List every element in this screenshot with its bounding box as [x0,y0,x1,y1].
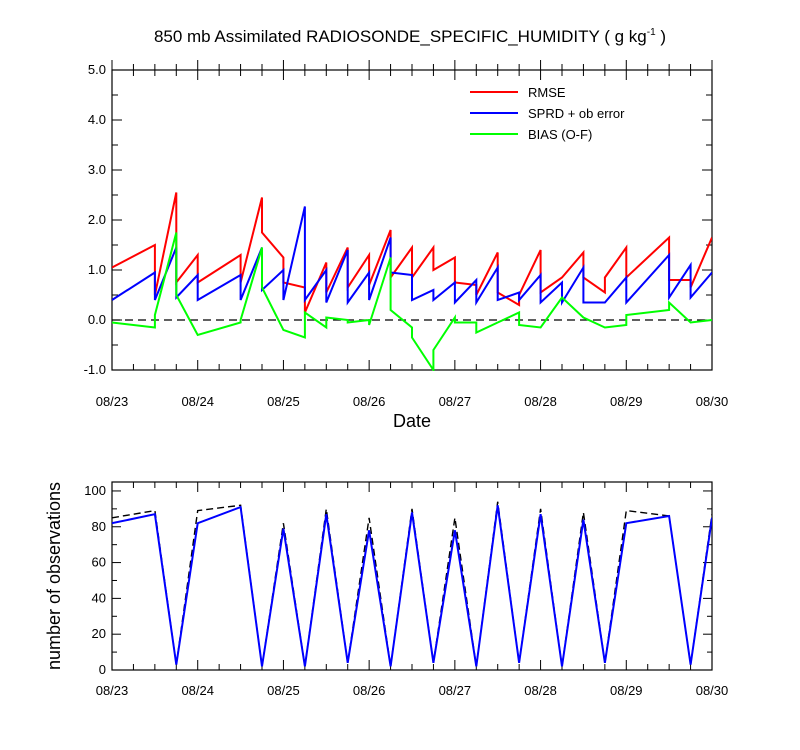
y-tick-label: 40 [92,590,106,605]
y-tick-label: 0.0 [88,312,106,327]
x-tick-label: 08/25 [267,394,300,409]
x-tick-label: 08/23 [96,683,129,698]
x-tick-label: 08/24 [181,683,214,698]
rmse-spread-bias-panel: 08/23 08/24 08/25 08/26 08/27 08/28 08/29 08/30… [84,60,729,431]
y-tick-label: 1.0 [88,262,106,277]
y-tick-label: 100 [84,483,106,498]
x-tick-label: 08/30 [696,394,729,409]
y-tick-label: 60 [92,555,106,570]
chart-title-end: ) [656,27,666,46]
series-line-possible-observations [112,501,712,667]
y-axis-title: number of observations [44,482,64,670]
y-tick-label: 5.0 [88,62,106,77]
y-tick-label: 4.0 [88,112,106,127]
x-tick-label: 08/28 [524,394,557,409]
series-line-bias-o-f [112,232,712,371]
legend-label: RMSE [528,85,566,100]
series-line-assimilated-observations [112,505,712,667]
chart-title-superscript: -1 [647,27,656,38]
x-tick-label: 08/30 [696,683,729,698]
x-tick-label: 08/26 [353,683,386,698]
y-tick-label: 20 [92,626,106,641]
legend-label: BIAS (O-F) [528,127,592,142]
series-line-sprd-ob-error [112,206,712,307]
observation-count-panel: 08/23 08/24 08/25 08/26 08/27 08/28 08/29 08/30… [44,481,729,698]
y-tick-label: 2.0 [88,212,106,227]
x-tick-label: 08/28 [524,683,557,698]
legend-label: SPRD + ob error [528,106,625,121]
x-tick-label: 08/27 [439,394,472,409]
chart-title: 850 mb Assimilated RADIOSONDE_SPECIFIC_H… [154,27,666,46]
chart-title-main: 850 mb Assimilated RADIOSONDE_SPECIFIC_H… [154,27,647,46]
y-tick-label: 3.0 [88,162,106,177]
x-tick-label: 08/27 [439,683,472,698]
y-tick-label: 0 [99,662,106,677]
x-tick-label: 08/26 [353,394,386,409]
x-tick-label: 08/24 [181,394,214,409]
x-tick-label: 08/25 [267,683,300,698]
x-tick-label: 08/29 [610,394,643,409]
x-tick-label: 08/23 [96,394,129,409]
x-axis-title: Date [393,411,431,431]
y-tick-label: 80 [92,519,106,534]
y-tick-label: -1.0 [84,362,106,377]
x-tick-label: 08/29 [610,683,643,698]
